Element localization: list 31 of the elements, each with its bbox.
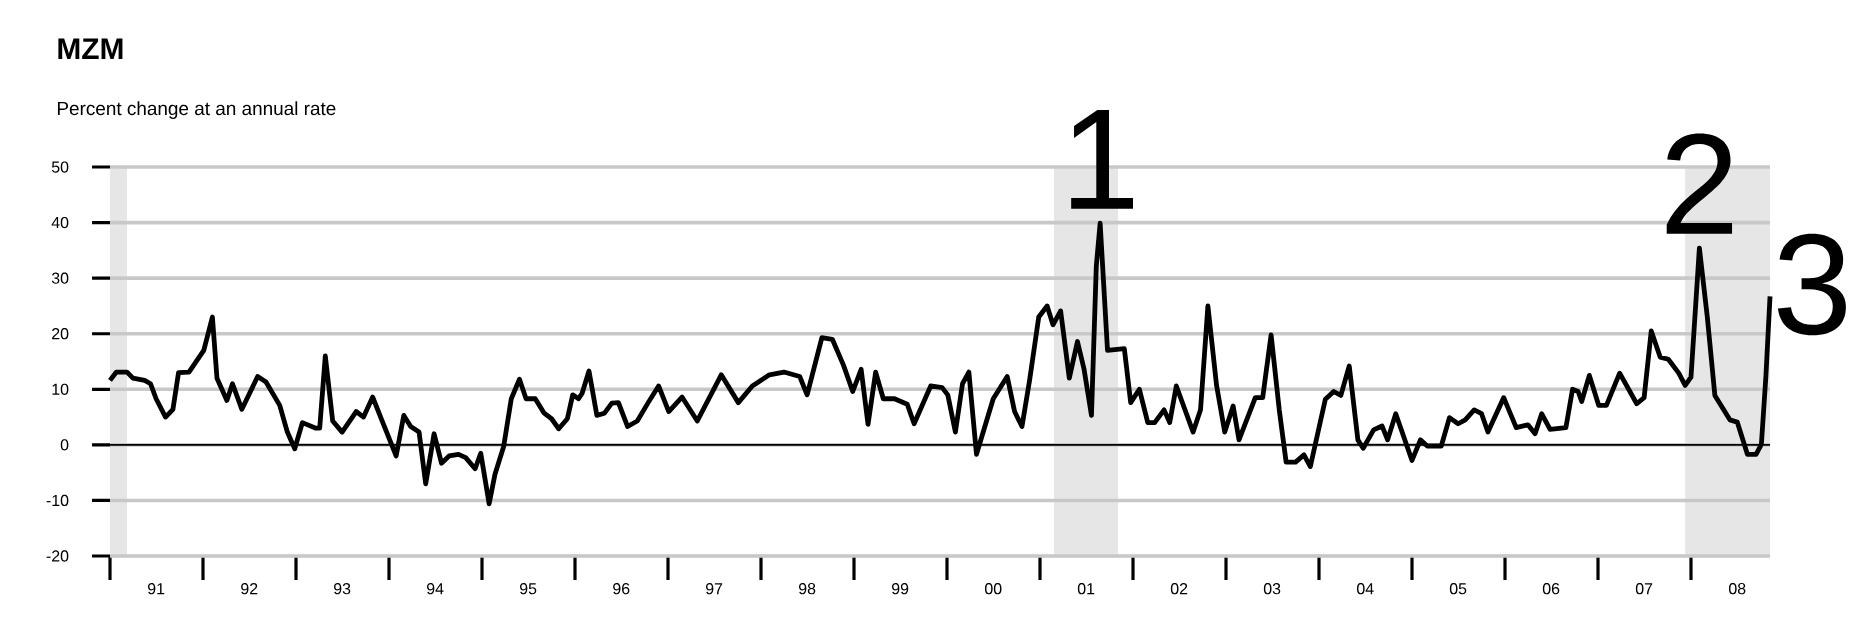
x-tick-label: 96 — [613, 583, 630, 595]
x-tick-label: 07 — [1635, 583, 1653, 595]
x-tick-label: 99 — [892, 583, 909, 595]
x-tick-label: 94 — [427, 583, 444, 595]
chart-title: MZM — [58, 38, 123, 59]
x-tick-label: 04 — [1357, 583, 1374, 595]
x-tick-label: 06 — [1542, 583, 1560, 595]
y-tick-label: 30 — [51, 272, 69, 284]
y-tick-label: 10 — [52, 383, 69, 395]
y-tick-label: 40 — [51, 216, 69, 229]
x-tick-label: 02 — [1170, 583, 1188, 595]
annotation: 3 — [1777, 233, 1846, 336]
x-tick-label: 95 — [520, 583, 537, 595]
annotation: 1 — [1071, 110, 1134, 209]
x-tick-label: 01 — [1077, 583, 1095, 595]
y-tick-label: -10 — [46, 494, 69, 507]
x-tick-label: 91 — [148, 583, 165, 595]
chart-subtitle: Percent change at an annual rate — [57, 101, 336, 119]
y-tick-label: 20 — [52, 328, 69, 340]
x-tick-label: 03 — [1263, 583, 1281, 595]
x-tick-label: 97 — [706, 583, 723, 595]
y-tick-label: 50 — [51, 161, 69, 173]
x-tick-label: 00 — [985, 583, 1002, 595]
x-tick-label: 05 — [1449, 583, 1467, 595]
y-tick-label: -20 — [46, 550, 69, 562]
x-tick-label: 92 — [241, 583, 258, 595]
x-tick-label: 08 — [1729, 583, 1746, 595]
x-tick-label: 98 — [799, 583, 816, 595]
annotation: 2 — [1666, 133, 1733, 234]
x-tick-label: 93 — [334, 583, 351, 595]
y-tick-label: 0 — [60, 439, 69, 451]
